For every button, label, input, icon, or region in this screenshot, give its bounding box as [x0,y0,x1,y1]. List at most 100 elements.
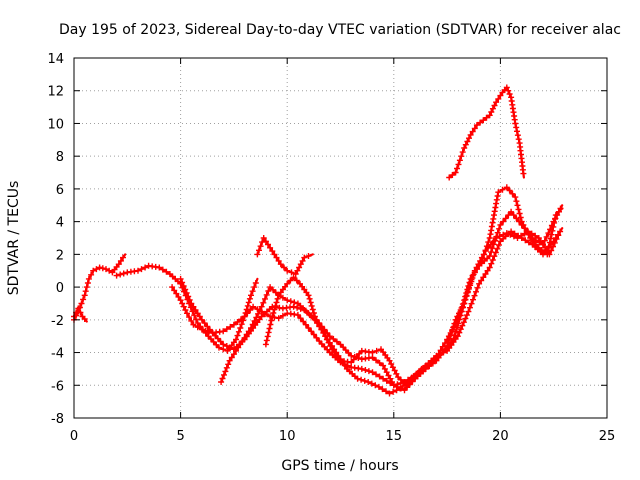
data-point [220,328,227,335]
data-point [310,331,317,338]
data-point [279,312,286,319]
data-point [186,296,193,303]
data-point [510,233,517,240]
data-point [387,375,394,382]
x-tick-label: 20 [492,429,509,444]
data-point [459,149,466,156]
data-point [81,292,88,299]
x-tick-label: 15 [386,429,403,444]
data-point [180,303,187,310]
data-point [368,380,375,387]
data-point [299,257,306,264]
data-point [492,237,499,244]
data-point [260,299,267,306]
data-point [263,337,270,344]
data-point [96,264,103,271]
data-point [201,320,208,327]
data-point [497,221,504,228]
data-point [214,335,221,342]
y-axis-label: SDTVAR / TECUs [6,181,22,296]
data-point [159,266,166,273]
data-point [163,268,170,275]
data-point [365,368,372,375]
data-point [142,264,149,271]
data-point [305,292,312,299]
data-point [497,92,504,99]
data-point [514,235,521,241]
data-point [269,248,276,255]
data-point [512,120,519,127]
data-point [373,357,379,364]
data-point [466,304,473,311]
data-point [255,310,262,317]
data-point [248,292,254,299]
data-point [553,236,560,243]
data-point [495,189,502,196]
data-point [81,316,88,322]
data-point [509,190,516,197]
data-point [193,316,199,323]
data-point [479,255,486,262]
data-point [550,223,557,230]
data-point [284,280,291,287]
data-point [451,320,458,327]
data-point [522,225,529,232]
data-point [482,271,489,277]
data-point [75,305,82,312]
tick-layer: 0 5 10 15 20 25 -8 -6 -4 -2 0 2 4 6 8 10 12 14 [47,52,615,444]
data-point [83,284,90,291]
data-point [467,131,474,138]
y-tick-label: -8 [51,412,64,427]
plot-frame [73,57,608,419]
data-point [117,257,124,264]
data-point [383,377,390,384]
data-point [273,299,280,306]
data-point [454,313,461,320]
data-point [297,261,304,268]
data-point [251,317,258,324]
y-tick-label: 14 [47,52,64,67]
data-point [241,313,248,320]
data-point [219,375,226,382]
y-tick-label: 2 [56,248,64,263]
data-point [373,371,379,378]
data-point [548,231,555,238]
data-point [228,354,235,361]
data-point [275,257,282,264]
data-point [459,303,466,310]
data-point [257,243,264,250]
data-point [85,275,92,282]
data-point [230,321,237,328]
data-point [544,251,551,258]
data-point [302,321,309,328]
data-point [385,372,392,379]
y-tick-label: 0 [56,281,64,296]
data-point [462,141,469,148]
data-point [503,84,510,91]
data-point [243,331,250,338]
data-point [390,388,397,395]
data-point [77,309,84,316]
data-point [322,333,329,340]
data-point [245,328,252,335]
data-point [246,295,253,302]
data-point [390,382,397,389]
data-point [505,212,512,219]
data-point [117,271,124,278]
data-point [284,267,291,274]
data-point [474,284,481,291]
data-point [375,383,382,390]
data-point [175,293,182,300]
data-point [494,229,501,236]
data-point [508,208,515,215]
data-point [358,376,365,383]
data-point [294,311,301,318]
data-point [376,373,383,380]
data-point [244,310,251,317]
data-point [196,313,203,320]
y-tick-label: 4 [56,216,64,231]
y-tick-label: 8 [56,150,64,165]
data-point [513,124,520,131]
data-point [198,316,205,323]
data-point [225,361,232,368]
